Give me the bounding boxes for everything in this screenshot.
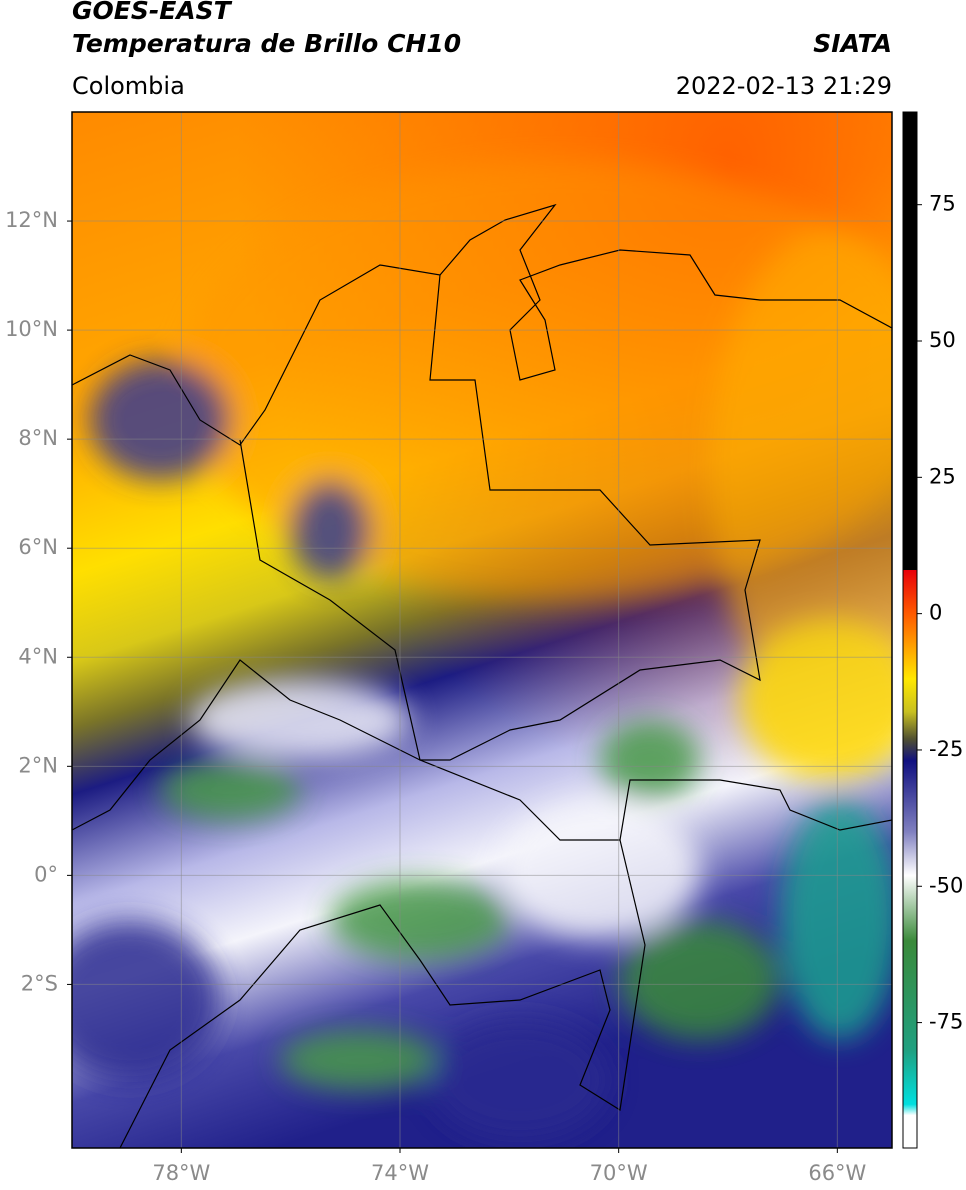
region: Colombia (72, 72, 185, 100)
colorbar-tick-label: 75 (929, 192, 956, 216)
lat-tick-label: 12°N (5, 208, 58, 232)
lat-tick-label: 0° (34, 862, 58, 886)
lon-tick-label: 66°W (808, 1161, 866, 1185)
map-frame (71, 111, 893, 1149)
graticule (72, 112, 892, 1148)
lon-tick-label: 74°W (371, 1161, 429, 1185)
subtitle: Temperatura de Brillo CH10 (72, 29, 461, 58)
title: GOES-EAST (72, 0, 233, 25)
colorbar (902, 111, 918, 1149)
colorbar-tick-label: 0 (929, 601, 942, 625)
colorbar-tick-label: -75 (929, 1010, 963, 1034)
lat-tick-label: 6°N (18, 535, 58, 559)
colorbar-tick-label: 50 (929, 328, 956, 352)
lat-tick-label: 4°N (18, 644, 58, 668)
datetime: 2022-02-13 21:29 (676, 72, 892, 100)
colorbar-tick-label: -25 (929, 737, 963, 761)
lat-tick-label: 2°S (21, 971, 58, 995)
source: SIATA (813, 29, 892, 58)
lon-tick-label: 70°W (590, 1161, 648, 1185)
lon-tick-label: 78°W (152, 1161, 210, 1185)
satellite-image (72, 112, 892, 1148)
colorbar-tick-label: 25 (929, 464, 956, 488)
lat-tick-label: 2°N (18, 753, 58, 777)
colorbar-tick-label: -50 (929, 873, 963, 897)
lat-tick-label: 10°N (5, 317, 58, 341)
lat-tick-label: 8°N (18, 426, 58, 450)
